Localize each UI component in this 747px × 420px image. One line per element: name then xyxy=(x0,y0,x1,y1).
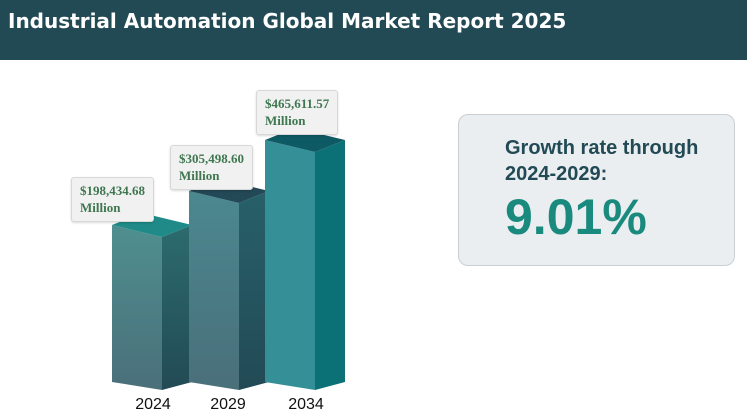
bar-2029 xyxy=(189,178,269,390)
page-title: Industrial Automation Global Market Repo… xyxy=(8,9,567,33)
data-label-value: $465,611.57 xyxy=(265,96,330,111)
data-label-value: $198,434.68 xyxy=(80,183,145,198)
data-label-2034: $465,611.57 Million xyxy=(256,90,339,135)
bar-front-face xyxy=(112,225,162,390)
bar-side-face xyxy=(315,140,345,390)
data-label-value: $305,498.60 xyxy=(179,151,244,166)
growth-title-line1: Growth rate through xyxy=(505,137,699,159)
data-label-2024: $198,434.68 Million xyxy=(71,177,154,222)
growth-title-line2: 2024-2029: xyxy=(505,163,608,185)
header-bar: Industrial Automation Global Market Repo… xyxy=(0,0,747,60)
bar-2024 xyxy=(112,213,192,390)
bar-side-face xyxy=(239,190,269,390)
data-label-unit: Million xyxy=(265,113,306,128)
bar-front-face xyxy=(265,140,315,390)
growth-rate-card: Growth rate through 2024-2029: 9.01% xyxy=(458,114,735,266)
bar-side-face xyxy=(162,225,192,390)
data-label-unit: Million xyxy=(179,168,220,183)
x-tick-2029: 2029 xyxy=(210,396,246,413)
bar-2034 xyxy=(265,128,345,390)
growth-rate-value: 9.01% xyxy=(505,189,647,245)
bar-front-face xyxy=(189,190,239,390)
x-tick-2034: 2034 xyxy=(288,396,324,413)
data-label-unit: Million xyxy=(80,200,121,215)
data-label-2029: $305,498.60 Million xyxy=(170,145,253,190)
x-tick-2024: 2024 xyxy=(135,396,171,413)
growth-rate-title: Growth rate through 2024-2029: xyxy=(505,135,734,187)
